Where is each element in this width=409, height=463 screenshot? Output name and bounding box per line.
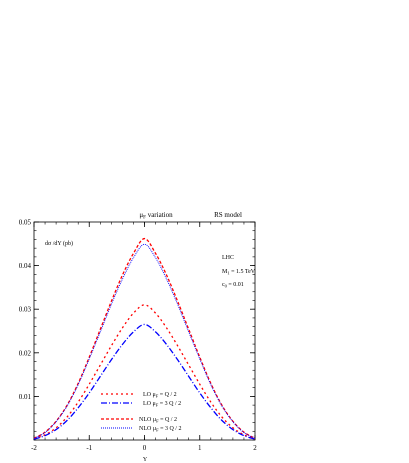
x-axis-label: Y	[143, 457, 148, 463]
x-tick-label: -2	[31, 444, 37, 452]
legend-label-2: LO μF = 3 Q / 2	[143, 401, 181, 408]
y-tick-label: 0.05	[19, 219, 32, 227]
legend-label-4: NLO μF = 3 Q / 2	[139, 426, 181, 433]
y-tick-label: 0.02	[19, 349, 32, 357]
chart-title-rest: variation	[146, 211, 173, 219]
chart-title-mu: μ	[139, 211, 143, 219]
series-line-1	[33, 304, 256, 440]
annotation-mass-sub: 1	[227, 271, 229, 276]
annotation-coupling-sub: 0	[225, 284, 228, 289]
axis-ticks: -2 -1 0 1 2 0.01 0.02 0.03 0.04 0.05	[19, 219, 258, 453]
annotation-collider: LHC	[222, 255, 234, 261]
y-axis-label: dσ /dY (pb)	[45, 240, 73, 247]
series-line-3	[33, 237, 256, 439]
y-tick-label: 0.03	[19, 306, 32, 314]
annotation-coupling: c0 = 0.01	[222, 282, 244, 289]
legend-label-1: LO μF = Q / 2	[143, 392, 177, 399]
annotation-mass-symbol: M	[222, 269, 228, 275]
legend-label-3: NLO μF = Q / 2	[139, 417, 177, 424]
model-label: RS model	[214, 211, 242, 219]
legend: LO μF = Q / 2 LO μF = 3 Q / 2 NLO μF = Q /…	[101, 392, 181, 433]
series-group	[33, 237, 256, 440]
annotation-coupling-symbol: c	[222, 282, 225, 288]
annotation-coupling-value: = 0.01	[227, 282, 244, 288]
chart-title: μF variation	[139, 211, 173, 221]
y-tick-label: 0.01	[19, 393, 32, 401]
series-line-2	[33, 323, 256, 440]
y-tick-label: 0.04	[19, 262, 32, 270]
annotation-mass: M1 = 1.5 TeV	[222, 269, 256, 276]
x-tick-label: 2	[253, 444, 257, 452]
x-tick-label: 0	[143, 444, 147, 452]
chart-title-sub: F	[143, 216, 146, 221]
annotation-mass-value: = 1.5 TeV	[230, 269, 256, 275]
x-tick-label: 1	[198, 444, 202, 452]
x-tick-label: -1	[86, 444, 92, 452]
